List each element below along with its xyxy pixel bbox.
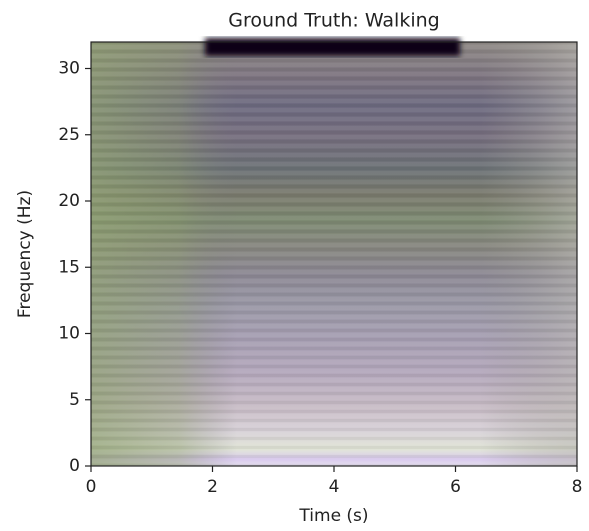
y-tick-label: 0: [69, 456, 80, 476]
chart-title: Ground Truth: Walking: [228, 10, 439, 32]
x-tick-label: 2: [207, 477, 218, 497]
y-tick-label: 30: [58, 59, 80, 79]
x-tick-label: 8: [572, 477, 583, 497]
y-tick-label: 10: [58, 324, 80, 344]
y-tick-label: 20: [58, 191, 80, 211]
y-tick-label: 5: [69, 390, 80, 410]
y-tick-label: 15: [58, 257, 80, 277]
spectrogram-image: [91, 38, 577, 466]
x-tick-label: 6: [450, 477, 461, 497]
x-tick-label: 4: [329, 477, 340, 497]
y-axis-label: Frequency (Hz): [15, 190, 35, 318]
y-tick-label: 25: [58, 125, 80, 145]
x-axis-label: Time (s): [298, 506, 368, 526]
x-tick-label: 0: [86, 477, 97, 497]
